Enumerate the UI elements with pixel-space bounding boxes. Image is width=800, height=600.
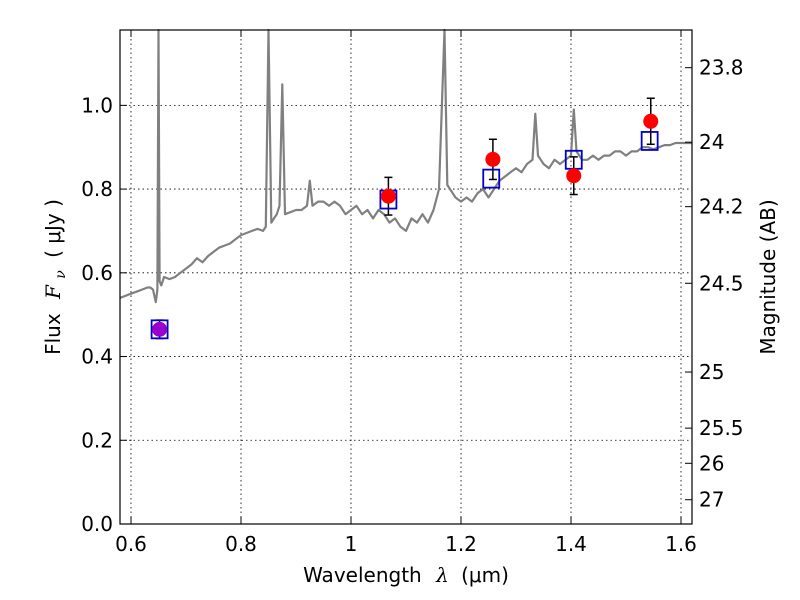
y-axis-subscript: ν	[53, 270, 69, 279]
y-axis-title: Flux F ν ( μJy )	[41, 199, 70, 355]
y-tick-labels: 0.0 0.2 0.4 0.6 0.8 1.0	[81, 93, 113, 536]
y-tick-label: 1.0	[81, 93, 113, 117]
y2-tick-label: 23.8	[699, 56, 744, 80]
y2-tick-label: 26	[699, 451, 724, 475]
y2-tick-label: 27	[699, 488, 724, 512]
model-point	[640, 131, 659, 151]
spectrum-line	[119, 28, 692, 304]
y2-tick-label: 25	[699, 360, 724, 384]
observed-point	[566, 168, 582, 184]
model-point	[150, 319, 169, 340]
x-axis-unit: (μm)	[461, 563, 509, 587]
x-tick-label: 1.6	[665, 532, 697, 556]
y2-axis-title: Magnitude (AB)	[756, 199, 780, 354]
axis-ticks	[120, 30, 692, 525]
errorbar-layer	[155, 97, 655, 340]
x-tick-label: 1	[345, 532, 358, 556]
observed-point	[643, 113, 659, 129]
x-axis-label: Wavelength	[303, 563, 422, 587]
y-axis-label: Flux	[41, 313, 65, 355]
y-tick-label: 0.0	[81, 512, 113, 536]
y2-tick-label: 24.2	[699, 195, 744, 219]
y-axis-unit: ( μJy )	[41, 199, 65, 258]
y-tick-label: 0.8	[81, 177, 113, 201]
spectrum-layer	[119, 28, 692, 304]
y2-tick-label: 25.5	[699, 416, 744, 440]
y-tick-label: 0.4	[81, 345, 113, 369]
model-points-layer	[150, 131, 659, 340]
y-tick-label: 0.2	[81, 428, 113, 452]
y-axis-symbol: F	[41, 284, 65, 300]
x-tick-label: 0.8	[225, 532, 257, 556]
model-point	[482, 168, 501, 189]
x-tick-labels: 0.6 0.8 1 1.2 1.4 1.6	[115, 532, 697, 556]
y2-tick-label: 24.5	[699, 271, 744, 295]
observed-point	[485, 151, 501, 167]
y2-tick-label: 24	[699, 130, 724, 154]
grid-lines	[120, 30, 692, 525]
observed-point	[152, 321, 168, 337]
x-tick-label: 1.4	[555, 532, 587, 556]
x-tick-label: 0.6	[115, 532, 147, 556]
x-tick-label: 1.2	[445, 532, 477, 556]
observed-point	[380, 188, 396, 204]
plot-frame	[119, 29, 693, 525]
x-axis-title: Wavelength λ (μm)	[303, 563, 509, 587]
y-tick-label: 0.6	[81, 261, 113, 285]
observed-points-layer	[152, 113, 659, 337]
y2-tick-labels: 23.8 24 24.2 24.5 25 25.5 26 27	[699, 56, 744, 512]
x-axis-symbol: λ	[435, 563, 449, 587]
